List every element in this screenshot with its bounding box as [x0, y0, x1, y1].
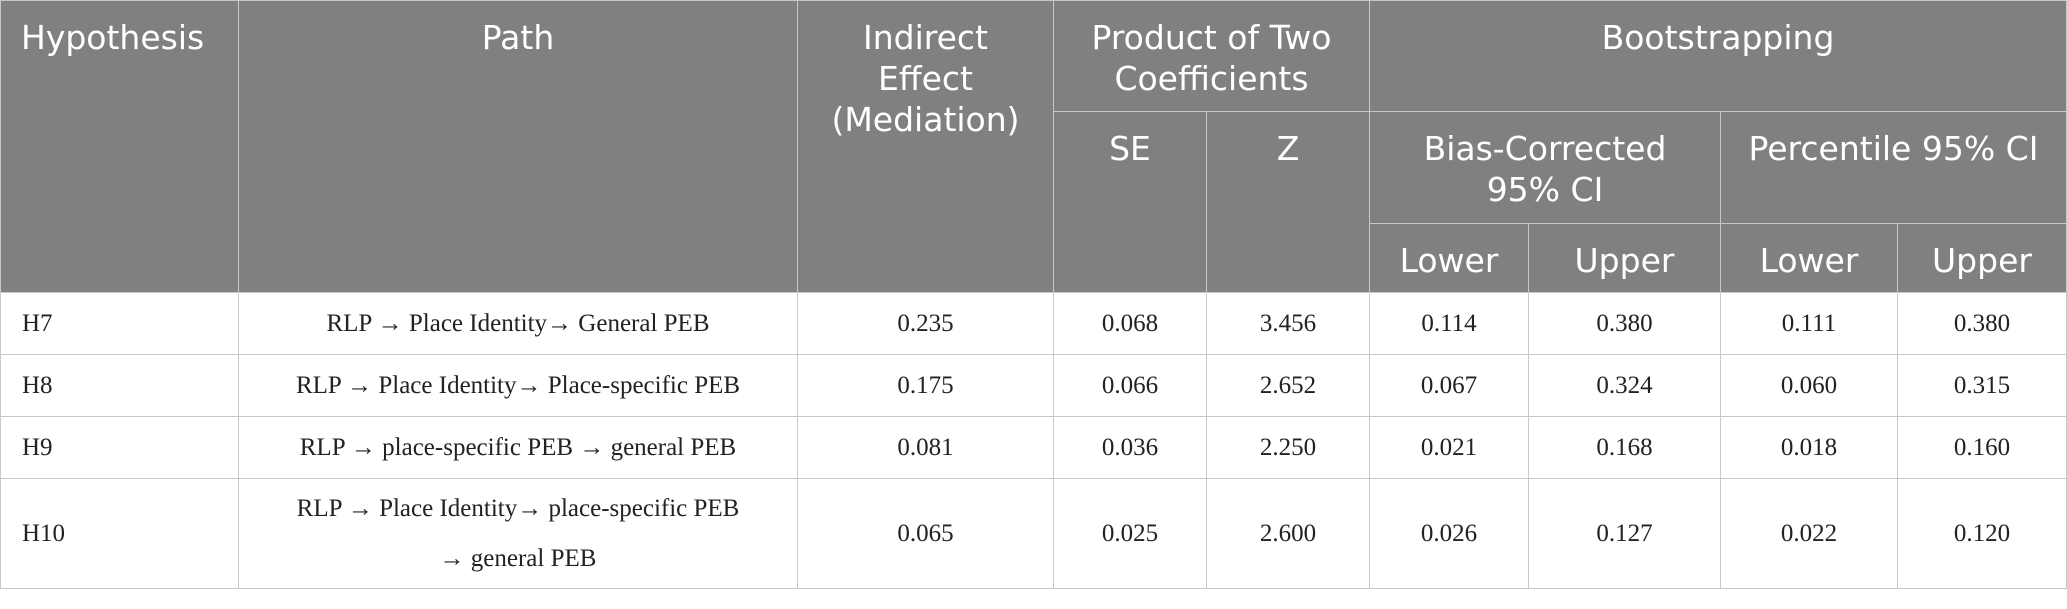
cell-z: 3.456 — [1206, 292, 1370, 355]
cell-se: 0.066 — [1053, 354, 1207, 417]
header-bc-upper: Upper — [1528, 223, 1721, 293]
cell-bc-upper: 0.168 — [1528, 416, 1721, 479]
cell-indirect-effect: 0.081 — [797, 416, 1054, 479]
cell-bc-lower: 0.114 — [1369, 292, 1529, 355]
cell-z: 2.600 — [1206, 478, 1370, 589]
cell-se: 0.068 — [1053, 292, 1207, 355]
cell-indirect-effect: 0.235 — [797, 292, 1054, 355]
header-hypothesis: Hypothesis — [0, 0, 239, 293]
cell-bc-lower: 0.067 — [1369, 354, 1529, 417]
cell-pc-upper: 0.380 — [1897, 292, 2067, 355]
header-se: SE — [1053, 111, 1207, 293]
cell-bc-upper: 0.127 — [1528, 478, 1721, 589]
header-indirect-effect: Indirect Effect (Mediation) — [797, 0, 1054, 293]
header-bc-lower: Lower — [1369, 223, 1529, 293]
cell-pc-upper: 0.160 — [1897, 416, 2067, 479]
cell-path: RLP → Place Identity→ place-specific PEB… — [238, 478, 798, 589]
cell-indirect-effect: 0.175 — [797, 354, 1054, 417]
cell-hypothesis: H10 — [0, 478, 239, 589]
header-product-of-two-coefficients: Product of Two Coefficients — [1053, 0, 1370, 112]
cell-se: 0.036 — [1053, 416, 1207, 479]
header-path: Path — [238, 0, 798, 293]
cell-path: RLP → Place Identity→ General PEB — [238, 292, 798, 355]
cell-pc-upper: 0.315 — [1897, 354, 2067, 417]
cell-hypothesis: H9 — [0, 416, 239, 479]
header-z: Z — [1206, 111, 1370, 293]
cell-bc-lower: 0.021 — [1369, 416, 1529, 479]
table-row: H10 RLP → Place Identity→ place-specific… — [0, 478, 2067, 589]
header-bias-corrected-ci: Bias-Corrected 95% CI — [1369, 111, 1721, 224]
cell-pc-lower: 0.022 — [1720, 478, 1898, 589]
table-row: H9 RLP → place-specific PEB → general PE… — [0, 416, 2067, 479]
cell-z: 2.652 — [1206, 354, 1370, 417]
cell-bc-upper: 0.324 — [1528, 354, 1721, 417]
cell-pc-upper: 0.120 — [1897, 478, 2067, 589]
header-percentile-ci: Percentile 95% CI — [1720, 111, 2067, 224]
table-row: H8 RLP → Place Identity→ Place-specific … — [0, 354, 2067, 417]
cell-pc-lower: 0.111 — [1720, 292, 1898, 355]
header-pc-lower: Lower — [1720, 223, 1898, 293]
table-body: H7 RLP → Place Identity→ General PEB 0.2… — [0, 292, 2067, 589]
cell-hypothesis: H8 — [0, 354, 239, 417]
cell-bc-lower: 0.026 — [1369, 478, 1529, 589]
header-pc-upper: Upper — [1897, 223, 2067, 293]
cell-hypothesis: H7 — [0, 292, 239, 355]
cell-bc-upper: 0.380 — [1528, 292, 1721, 355]
cell-pc-lower: 0.060 — [1720, 354, 1898, 417]
cell-pc-lower: 0.018 — [1720, 416, 1898, 479]
cell-se: 0.025 — [1053, 478, 1207, 589]
cell-z: 2.250 — [1206, 416, 1370, 479]
mediation-results-table: Hypothesis Path Indirect Effect (Mediati… — [0, 0, 2067, 589]
table-header: Hypothesis Path Indirect Effect (Mediati… — [0, 0, 2067, 293]
cell-path: RLP → Place Identity→ Place-specific PEB — [238, 354, 798, 417]
cell-indirect-effect: 0.065 — [797, 478, 1054, 589]
header-bootstrapping: Bootstrapping — [1369, 0, 2067, 112]
cell-path: RLP → place-specific PEB → general PEB — [238, 416, 798, 479]
table-row: H7 RLP → Place Identity→ General PEB 0.2… — [0, 292, 2067, 355]
